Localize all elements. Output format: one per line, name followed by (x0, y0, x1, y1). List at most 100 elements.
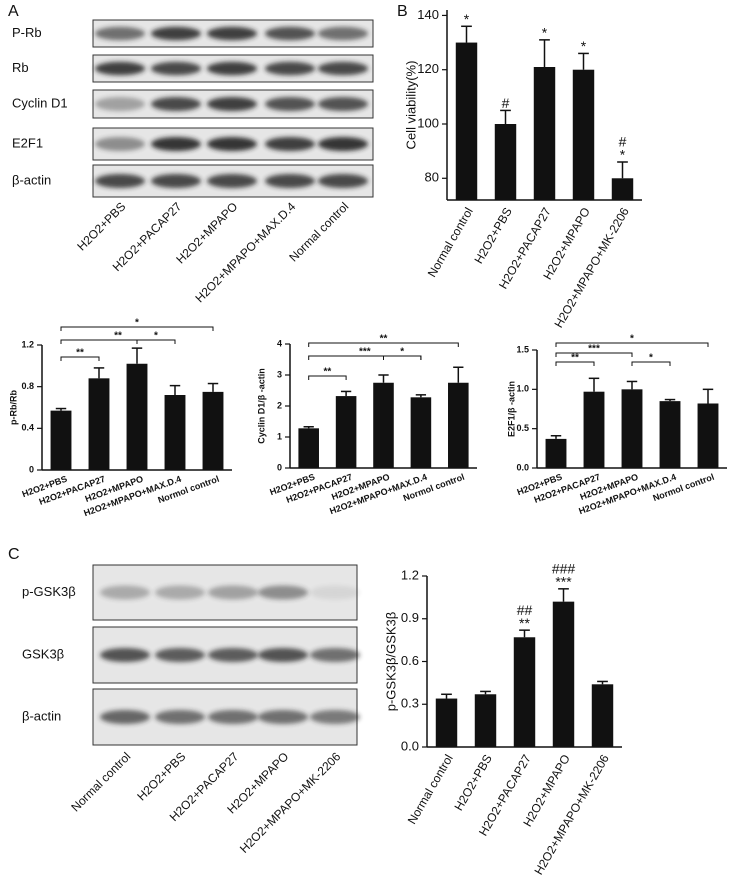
blot-lane-label: H2O2+PBS (134, 749, 188, 803)
significance-mark: * (620, 147, 626, 163)
panel-label: B (397, 3, 408, 20)
y-axis-label: p-GSK3β/GSK3β (383, 612, 398, 712)
bar (126, 363, 148, 470)
blot-row-label: β-actin (12, 172, 51, 187)
y-tick-label: 0.8 (21, 381, 34, 391)
significance-mark: # (619, 134, 627, 150)
bar (435, 698, 458, 747)
blot-row-label: p-GSK3β (22, 584, 76, 599)
blot-band (151, 137, 201, 151)
bar (513, 637, 536, 747)
blot-band (155, 648, 205, 662)
significance-bracket (60, 356, 100, 361)
blot-band (95, 174, 145, 188)
bar (455, 42, 478, 201)
y-tick-label: 1.2 (21, 339, 34, 349)
blot-lane-label: H2O2+PBS (74, 199, 128, 253)
y-tick-label: 0.9 (401, 610, 419, 625)
x-tick-label: Normal control (405, 752, 456, 827)
blot-band (258, 585, 308, 600)
y-tick-label: 0.0 (516, 462, 529, 472)
bar (164, 395, 186, 470)
blot-band (207, 137, 257, 151)
bar (373, 382, 394, 468)
blot-row-label: Rb (12, 60, 29, 75)
blot-row-label: β-actin (22, 708, 61, 723)
blot-row-label: P-Rb (12, 25, 42, 40)
significance-label: * (649, 353, 653, 364)
y-tick-label: 80 (425, 170, 439, 185)
significance-label: * (630, 334, 634, 345)
significance-bracket (308, 342, 459, 347)
blot-band (151, 97, 201, 111)
bar (410, 397, 432, 468)
x-tick-label: H2O2+MPAPO+MK-2206 (531, 752, 612, 878)
blot-band (151, 61, 201, 76)
significance-mark: # (502, 95, 510, 111)
bar (659, 401, 681, 468)
y-tick-label: 4 (277, 338, 282, 348)
y-tick-label: 0.3 (401, 696, 419, 711)
blot-band (310, 710, 360, 724)
blot-band (265, 174, 315, 188)
blot-band (151, 26, 201, 41)
x-tick-label: H2O2+MPAPO+MK-2206 (551, 205, 632, 331)
significance-label: ** (380, 334, 388, 345)
blot-band (208, 710, 258, 724)
blot-band (100, 710, 150, 724)
y-tick-label: 1.0 (516, 384, 529, 394)
significance-label: * (154, 331, 158, 342)
blot-band (95, 137, 145, 151)
bar (611, 178, 634, 200)
y-axis-label: E2F1/β -actin (506, 381, 516, 437)
blot-row-label: E2F1 (12, 135, 43, 150)
blot-band (265, 61, 315, 76)
blot-band (318, 26, 368, 41)
y-tick-label: 3 (277, 369, 282, 379)
significance-label: ** (324, 367, 332, 378)
blot-band (258, 710, 308, 724)
significance-bracket (555, 352, 633, 357)
blot-band (155, 585, 205, 600)
significance-label: *** (359, 347, 371, 358)
y-tick-label: 140 (417, 7, 439, 22)
blot-row-label: Cyclin D1 (12, 95, 68, 110)
y-axis-label: Cell viability(%) (403, 61, 418, 150)
y-tick-label: 0.6 (401, 653, 419, 668)
bar (583, 391, 605, 468)
panel-label: A (8, 3, 19, 20)
x-tick-label: Normal control (425, 205, 476, 280)
bar (474, 694, 497, 747)
bar (335, 396, 357, 468)
significance-mark: ### (552, 561, 576, 577)
bar (572, 69, 595, 200)
bar (697, 403, 719, 468)
bar (448, 382, 469, 468)
significance-mark: * (542, 25, 548, 41)
significance-mark: ** (519, 615, 530, 631)
significance-label: * (135, 318, 139, 329)
bar (298, 428, 319, 468)
blot-band (208, 648, 258, 662)
blot-band (265, 26, 315, 41)
blot-band (207, 97, 257, 111)
bar (533, 67, 556, 200)
significance-bracket (555, 361, 595, 366)
y-tick-label: 1.2 (401, 567, 419, 582)
blot-band (208, 585, 258, 600)
bar (202, 391, 224, 470)
panel-label: C (8, 546, 20, 563)
y-tick-label: 120 (417, 61, 439, 76)
x-tick-label: H2O2+PBS (472, 205, 515, 266)
significance-bracket (308, 375, 347, 380)
blot-band (318, 97, 368, 111)
significance-bracket (383, 355, 422, 360)
blot-band (318, 137, 368, 151)
significance-mark: *** (555, 574, 572, 590)
bar (552, 601, 575, 747)
significance-bracket (60, 326, 214, 331)
y-tick-label: 100 (417, 115, 439, 130)
blot-band (95, 26, 145, 41)
blot-band (318, 174, 368, 188)
